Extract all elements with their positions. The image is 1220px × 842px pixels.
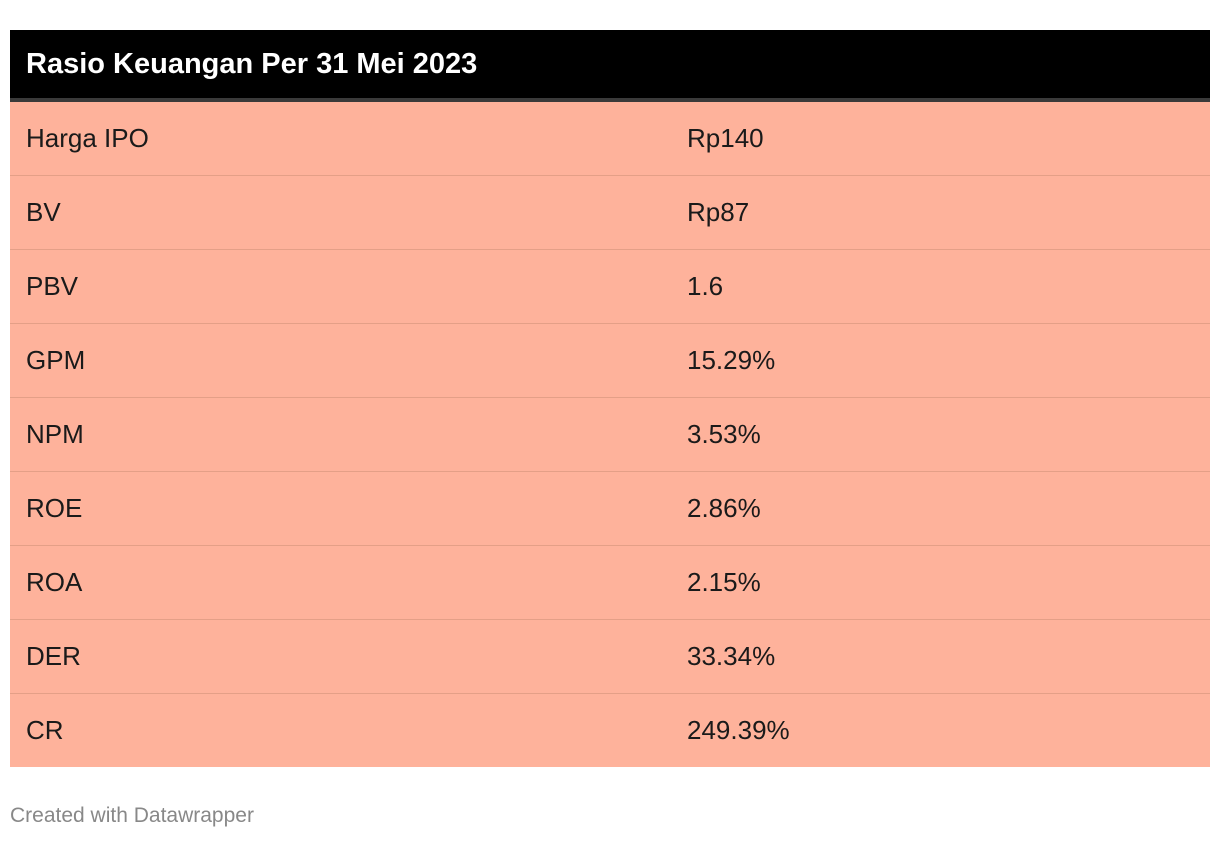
row-value: 3.53% [687, 419, 761, 449]
row-label: Harga IPO [26, 123, 149, 153]
table-row: ROE 2.86% [10, 472, 1210, 546]
row-value: 2.15% [687, 567, 761, 597]
table-row: NPM 3.53% [10, 398, 1210, 472]
row-label: NPM [26, 419, 84, 449]
row-label: CR [26, 715, 64, 745]
row-value: Rp140 [687, 123, 764, 153]
row-value: 1.6 [687, 271, 724, 301]
table-row: Harga IPO Rp140 [10, 102, 1210, 176]
table-row: GPM 15.29% [10, 324, 1210, 398]
row-value: 15.29% [687, 345, 776, 375]
row-value: 33.34% [687, 641, 776, 671]
row-label: GPM [26, 345, 86, 375]
table-row: DER 33.34% [10, 620, 1210, 694]
table-row: ROA 2.15% [10, 546, 1210, 620]
table-body: Harga IPO Rp140 BV Rp87 PBV 1.6 GPM 15.29% NPM 3.… [10, 102, 1210, 767]
table-header: Rasio Keuangan Per 31 Mei 2023 [10, 30, 1210, 102]
table-row: BV Rp87 [10, 176, 1210, 250]
table-row: CR 249.39% [10, 694, 1210, 767]
row-label: DER [26, 641, 81, 671]
ratio-table: Rasio Keuangan Per 31 Mei 2023 Harga IPO… [10, 30, 1210, 767]
row-value: Rp87 [687, 197, 750, 227]
row-label: PBV [26, 271, 79, 301]
row-label: BV [26, 197, 61, 227]
row-value: 2.86% [687, 493, 761, 523]
datawrapper-credit: Created with Datawrapper [10, 804, 254, 827]
table-title: Rasio Keuangan Per 31 Mei 2023 [26, 47, 478, 80]
row-label: ROE [26, 493, 83, 523]
row-label: ROA [26, 567, 83, 597]
table-row: PBV 1.6 [10, 250, 1210, 324]
row-value: 249.39% [687, 715, 790, 745]
